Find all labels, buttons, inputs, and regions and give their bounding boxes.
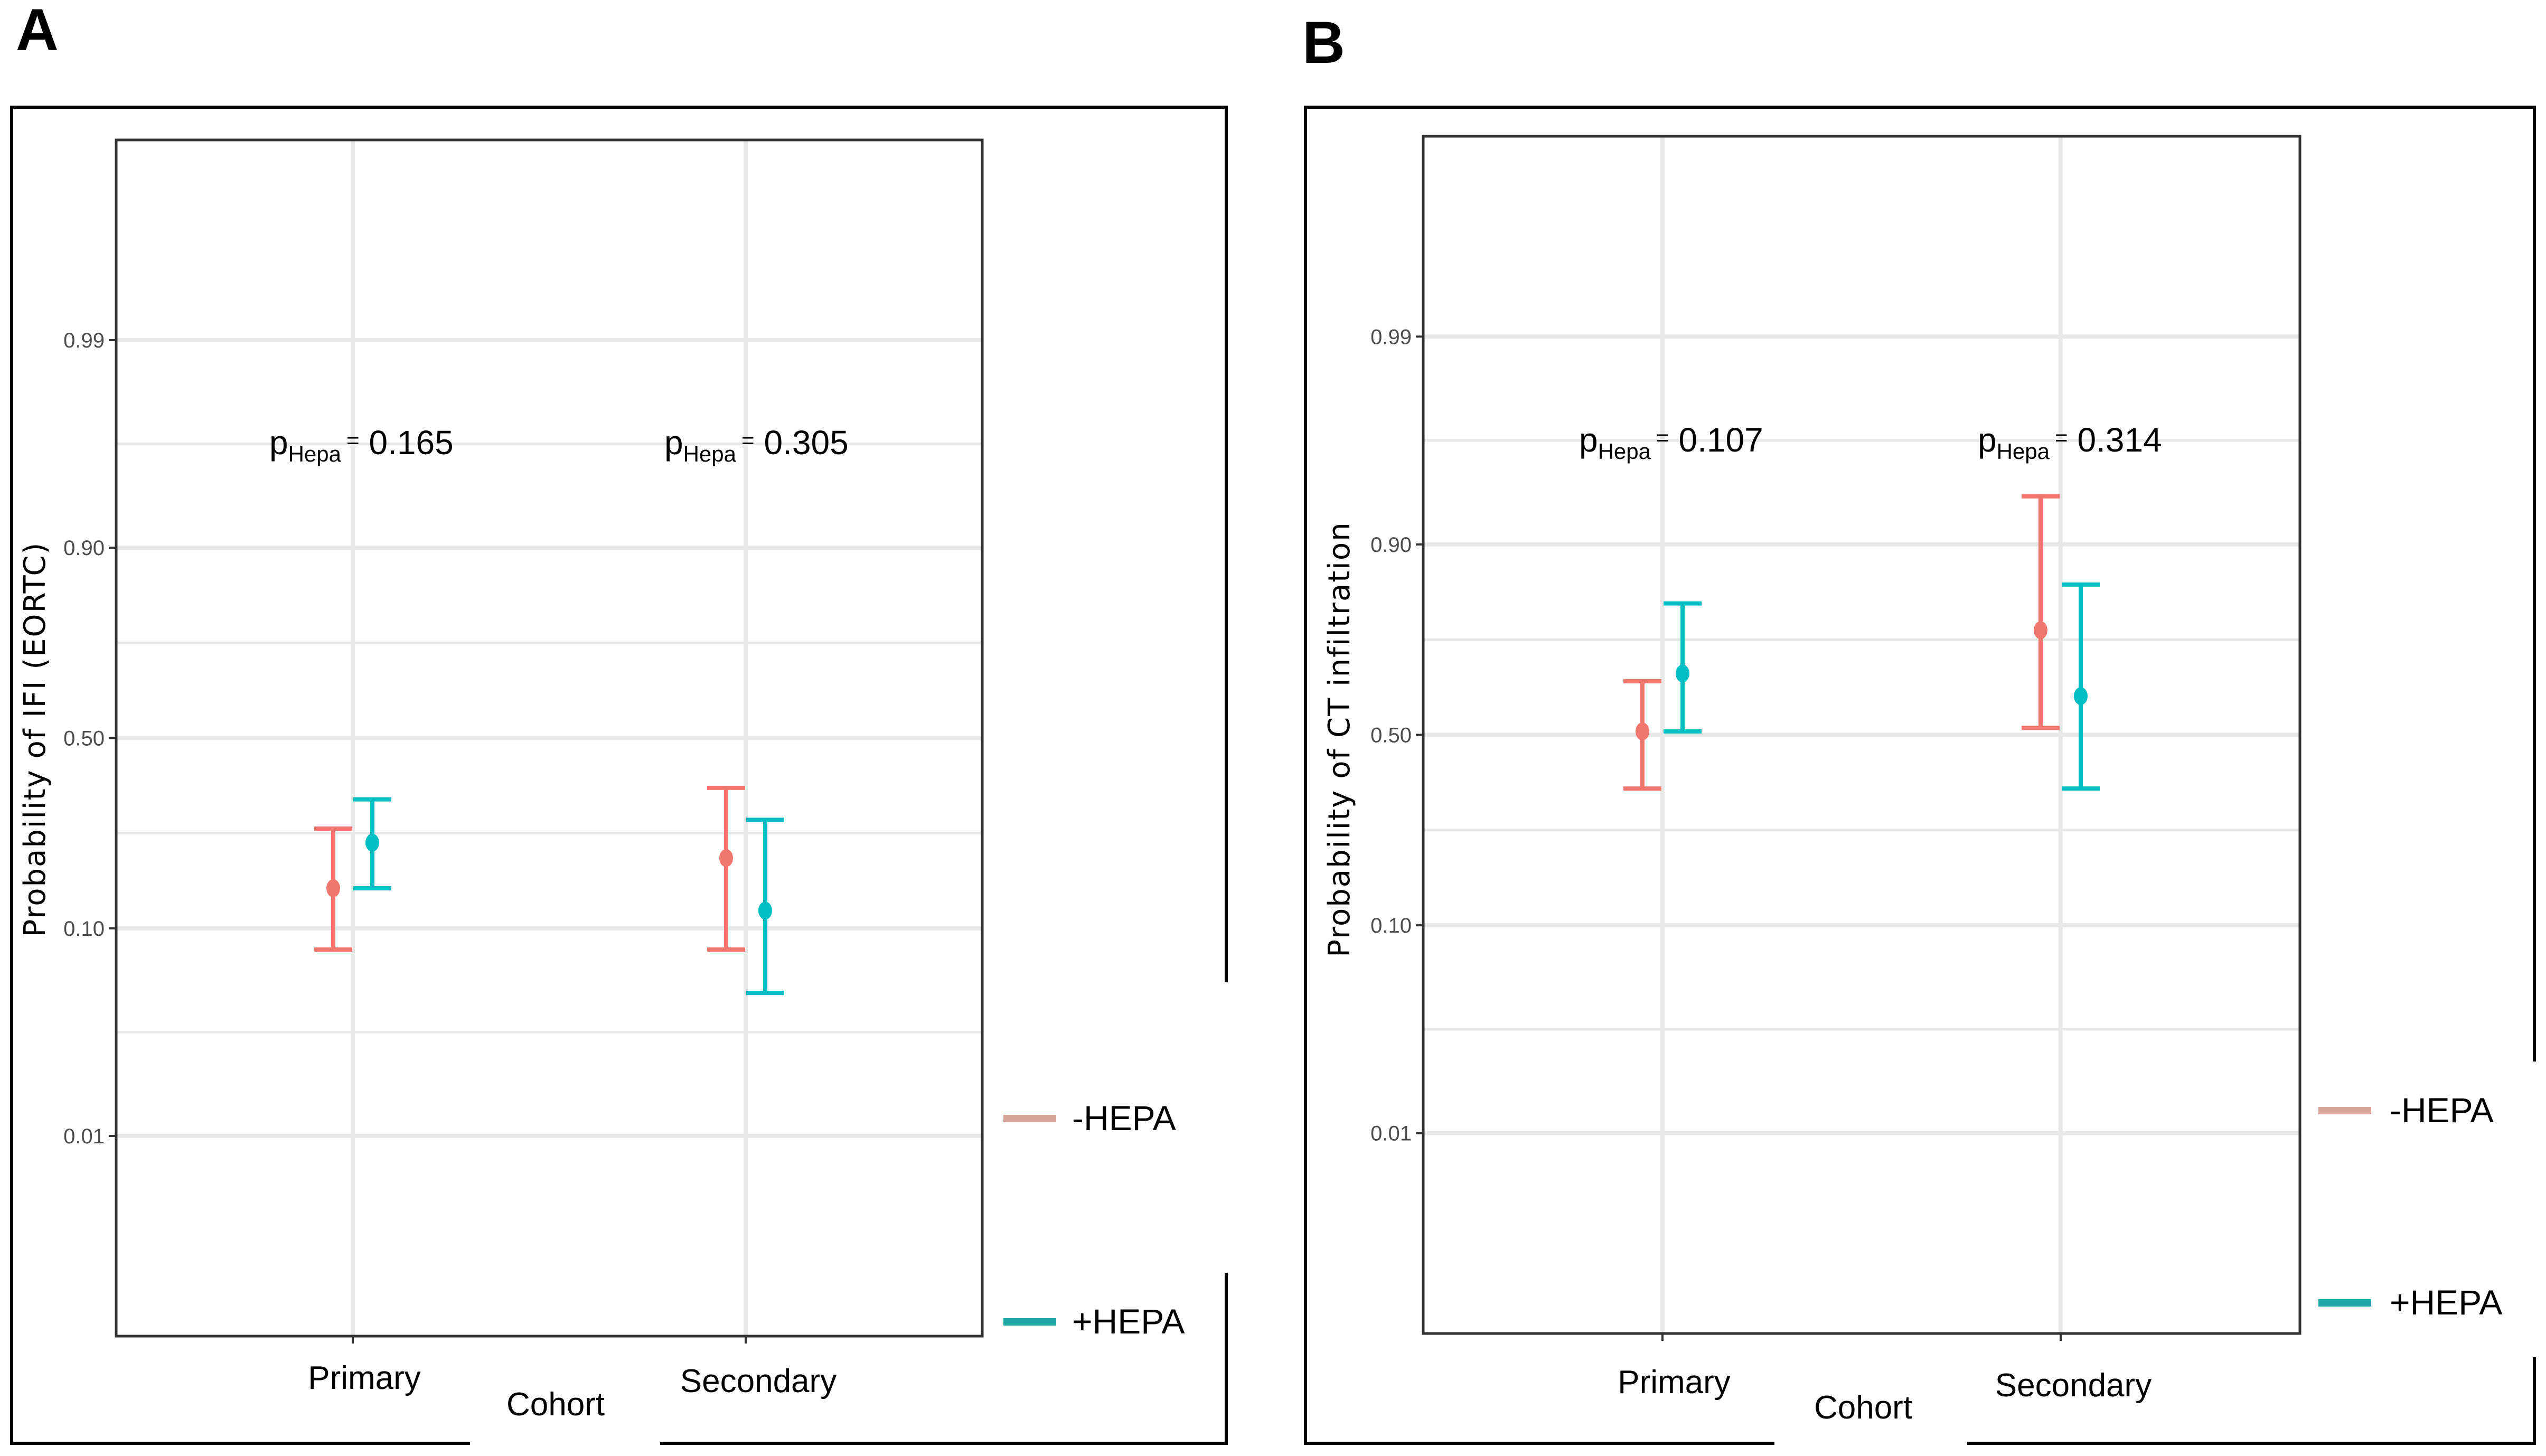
panel-letter-b: B (1302, 10, 1345, 76)
panel-a-plus-hepa-point (758, 901, 772, 920)
panel-b-plus-hepa-point (1676, 664, 1689, 683)
panel-a-ytick-label: 0.10 (63, 917, 105, 941)
panel-b-ytick-label: 0.90 (1370, 533, 1412, 557)
panel-a-plot: 0.01 0.10 0.50 0.90 0.99 pHepa= 0.165 pHepa= 0.3… (18, 138, 1185, 1423)
panel-a-xtick-label: Primary (308, 1360, 421, 1396)
panel-b-ytick-label: 0.01 (1370, 1122, 1412, 1145)
panel-a-pvalue-label: pHepa= 0.305 (664, 424, 849, 466)
panel-a-ytick-label: 0.01 (63, 1125, 105, 1148)
panel-a-ytick-label: 0.90 (63, 537, 105, 560)
panel-b-xtick-label: Secondary (1995, 1367, 2152, 1404)
panel-b-ytick-label: 0.10 (1370, 914, 1412, 937)
panel-letter-a: A (16, 0, 59, 63)
panel-b-yaxis-title: Probability of CT infiltration (1322, 521, 1357, 957)
panel-a-legend-label-minus-hepa: -HEPA (1072, 1098, 1176, 1138)
panel-b-pvalue-label: pHepa= 0.107 (1579, 421, 1763, 464)
panel-a-cohort-gap (470, 1426, 660, 1456)
panel-a-ytick-label: 0.99 (63, 329, 105, 352)
panel-b-xaxis-title: Cohort (1814, 1389, 1912, 1426)
panel-b-plot-frame (1422, 135, 2301, 1335)
panel-a-minus-hepa-point (719, 849, 733, 867)
panel-b-legend-label-minus-hepa: -HEPA (2390, 1091, 2494, 1130)
panel-b-pvalue-label: pHepa= 0.314 (1978, 421, 2162, 464)
panel-a-xaxis-title: Cohort (506, 1386, 605, 1423)
panel-b-ytick-label: 0.50 (1370, 724, 1412, 747)
panel-a-plot-frame (115, 138, 984, 1338)
panel-b-ytick-label: 0.99 (1370, 325, 1412, 349)
panel-b-xtick-label: Primary (1618, 1364, 1731, 1401)
panel-a-legend-label-plus-hepa: +HEPA (1072, 1302, 1185, 1341)
panel-b-legend-label-plus-hepa: +HEPA (2390, 1283, 2502, 1322)
panel-a-legend-gap (1212, 982, 1244, 1273)
panel-a-minus-hepa-point (326, 879, 340, 897)
panel-b-plot: 0.01 0.10 0.50 0.90 0.99 pHepa= 0.107 pHepa= 0.3… (1322, 135, 2502, 1426)
panel-b-minus-hepa-point (1636, 722, 1649, 740)
panel-b-cohort-gap (1774, 1426, 1967, 1456)
panel-a-ytick-label: 0.50 (63, 727, 105, 750)
panel-a-yaxis-title: Probability of IFI (EORTC) (18, 542, 52, 937)
panel-a-xtick-label: Secondary (680, 1363, 837, 1399)
panel-b-plus-hepa-point (2074, 687, 2088, 706)
panel-a-plus-hepa-point (365, 833, 379, 852)
panel-b-legend-gap (2524, 1062, 2546, 1357)
panel-b-minus-hepa-point (2034, 621, 2047, 640)
panel-a-pvalue-label: pHepa= 0.165 (269, 424, 454, 466)
